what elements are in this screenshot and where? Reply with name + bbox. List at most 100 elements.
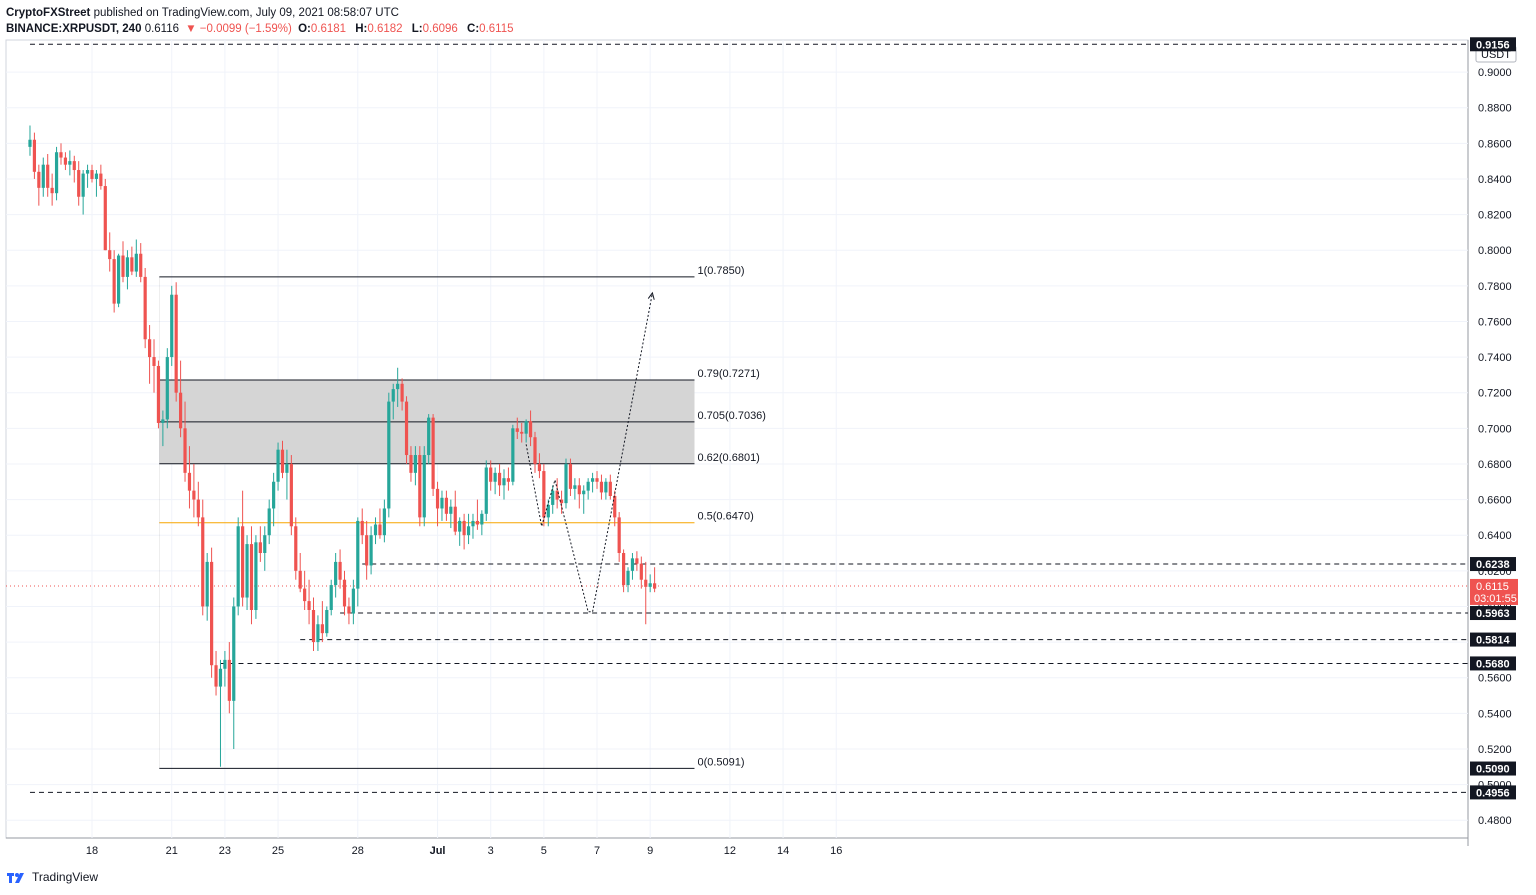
candle (165, 348, 169, 429)
last-price-badge-text: 0.6115 (1476, 581, 1509, 593)
candle-body (170, 294, 174, 358)
candle-body (497, 472, 502, 486)
candle-body (37, 171, 41, 188)
candle (440, 490, 444, 521)
candle-body (90, 170, 94, 179)
fib-level-label: 0.79(0.7271) (697, 368, 759, 380)
candle-body (653, 583, 657, 589)
candle-body (648, 583, 652, 587)
x-tick-label: 7 (594, 845, 600, 857)
candle (156, 360, 161, 429)
candle-body (546, 504, 550, 518)
candle (471, 513, 475, 539)
candle (427, 414, 431, 464)
candle-body (551, 490, 555, 505)
symbol-label: BINANCE:XRPUSDT, 240 (6, 23, 142, 35)
candle (604, 478, 608, 500)
candle-body (205, 561, 209, 607)
fib-level-label: 0(0.5091) (697, 756, 744, 768)
candle (112, 250, 116, 313)
candle (453, 490, 457, 536)
candle-body (404, 401, 409, 456)
candle-body (152, 357, 156, 366)
candle (289, 455, 293, 536)
fib-level-label: 0.5(0.6470) (697, 511, 753, 523)
candle-body (316, 624, 320, 643)
candle-body (147, 339, 152, 358)
y-tick-label: 0.8000 (1478, 245, 1512, 257)
published-text: published on TradingView.com, July 09, 2… (93, 7, 399, 19)
candle (179, 360, 183, 438)
candle (201, 499, 205, 616)
candle-body (347, 606, 351, 614)
candle-body (276, 449, 280, 482)
candle-body (267, 508, 271, 536)
candle (329, 579, 333, 616)
candle (653, 567, 657, 593)
candle-body (635, 558, 639, 564)
candle-body (245, 544, 249, 598)
candle-body (400, 383, 404, 402)
candle-body (121, 255, 125, 277)
candle (418, 446, 422, 527)
low-value: 0.6096 (422, 23, 458, 35)
candle (630, 553, 635, 580)
y-tick-label: 0.5200 (1478, 744, 1512, 756)
y-tick-label: 0.9000 (1478, 67, 1512, 79)
candle (152, 339, 156, 393)
candle-body (143, 276, 147, 340)
candle-body (502, 478, 506, 486)
candle-body (378, 524, 382, 536)
candle (227, 642, 231, 714)
x-tick-label: Jul (430, 845, 446, 857)
candle-body (475, 520, 480, 525)
candle-body (32, 139, 37, 172)
candle (196, 481, 200, 527)
price-level-badge-text: 0.4956 (1476, 787, 1510, 799)
candle-body (568, 463, 573, 489)
candle-body (626, 570, 630, 586)
fib-level-label: 0.705(0.7036) (697, 410, 766, 422)
candle-body (210, 561, 214, 666)
candle-body (458, 520, 462, 532)
candle-body (165, 357, 169, 420)
candle-body (63, 157, 68, 165)
chart-header: CryptoFXStreet published on TradingView.… (6, 5, 520, 37)
candle (595, 471, 599, 489)
candle-body (307, 601, 311, 610)
candle-body (218, 668, 223, 687)
candle-body (289, 463, 293, 527)
price-level-badge-text: 0.6238 (1476, 559, 1510, 571)
candle (205, 553, 209, 621)
y-tick-label: 0.7800 (1478, 281, 1512, 293)
candle (41, 157, 45, 197)
x-tick-label: 12 (724, 845, 736, 857)
y-tick-label: 0.8400 (1478, 174, 1512, 186)
footer-brand: TradingView (6, 870, 98, 884)
candle (489, 460, 493, 491)
price-level-badge (1470, 37, 1516, 52)
candle-body (201, 517, 205, 607)
candle (37, 164, 41, 206)
x-tick-label: 25 (272, 845, 284, 857)
candle-body (94, 173, 99, 179)
candle (134, 239, 138, 277)
candle-body (382, 508, 386, 536)
candle (311, 597, 316, 651)
bar-countdown-text: 03:01:55 (1474, 593, 1517, 605)
candle-body (116, 255, 121, 304)
candle (103, 178, 107, 251)
candle (28, 125, 32, 156)
projection-arrowhead (647, 291, 655, 300)
candle (369, 526, 373, 575)
candle-body (590, 478, 595, 482)
candle-body (263, 535, 267, 553)
candle (462, 513, 466, 550)
tradingview-logo-icon (7, 873, 24, 883)
candle (174, 282, 178, 402)
y-tick-label: 0.5600 (1478, 673, 1512, 685)
candle-body (179, 392, 183, 429)
candle (400, 378, 404, 411)
candle-body (515, 428, 519, 432)
